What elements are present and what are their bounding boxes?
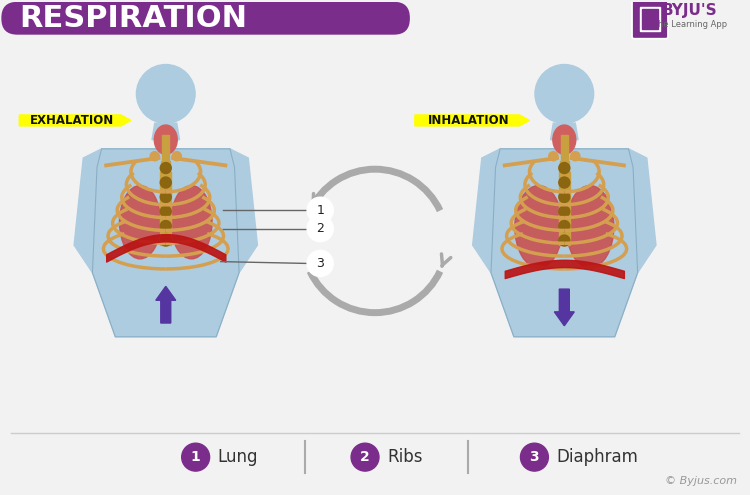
Polygon shape (230, 149, 257, 273)
Circle shape (559, 177, 570, 188)
Ellipse shape (553, 125, 576, 154)
Ellipse shape (119, 186, 160, 259)
Bar (161, 161, 170, 241)
Text: EXHALATION: EXHALATION (30, 114, 114, 127)
Text: INHALATION: INHALATION (428, 114, 510, 127)
FancyBboxPatch shape (2, 2, 410, 35)
Bar (559, 172, 570, 245)
Bar (560, 161, 569, 241)
Circle shape (571, 151, 580, 161)
Circle shape (351, 443, 379, 471)
Text: 1: 1 (316, 204, 324, 217)
Circle shape (136, 64, 195, 123)
Polygon shape (20, 115, 131, 126)
Circle shape (160, 206, 171, 217)
Bar (160, 172, 171, 245)
Circle shape (549, 151, 558, 161)
Circle shape (150, 151, 159, 161)
Circle shape (308, 250, 333, 276)
Text: Lung: Lung (217, 448, 258, 466)
FancyArrow shape (156, 287, 176, 323)
Polygon shape (472, 149, 500, 273)
Ellipse shape (514, 186, 562, 268)
Ellipse shape (171, 186, 212, 259)
Circle shape (559, 162, 570, 174)
Text: The Learning App: The Learning App (652, 20, 727, 29)
Polygon shape (491, 149, 638, 337)
Ellipse shape (566, 186, 614, 268)
Ellipse shape (154, 125, 177, 154)
Text: Ribs: Ribs (387, 448, 422, 466)
FancyArrow shape (554, 289, 574, 326)
Circle shape (172, 151, 182, 161)
Text: 3: 3 (530, 450, 539, 464)
Text: RESPIRATION: RESPIRATION (20, 4, 248, 33)
Circle shape (559, 221, 570, 232)
Text: 2: 2 (360, 450, 370, 464)
Text: © Byjus.com: © Byjus.com (664, 476, 736, 486)
Text: 1: 1 (190, 450, 200, 464)
Polygon shape (628, 149, 656, 273)
Circle shape (559, 206, 570, 217)
Bar (561, 135, 568, 172)
Circle shape (308, 198, 333, 223)
Text: 2: 2 (316, 222, 324, 235)
Text: Diaphram: Diaphram (556, 448, 638, 466)
Text: BYJU'S: BYJU'S (662, 3, 718, 18)
FancyBboxPatch shape (632, 0, 668, 39)
Bar (162, 135, 170, 172)
Circle shape (535, 64, 594, 123)
Circle shape (160, 235, 171, 246)
Bar (642, 9, 658, 29)
Circle shape (520, 443, 548, 471)
Circle shape (160, 177, 171, 188)
Circle shape (160, 192, 171, 202)
Bar (640, 7, 660, 31)
Circle shape (559, 235, 570, 246)
Text: 3: 3 (316, 257, 324, 270)
Circle shape (160, 162, 171, 174)
Circle shape (182, 443, 209, 471)
Polygon shape (550, 123, 578, 140)
Polygon shape (152, 123, 179, 140)
Polygon shape (92, 149, 239, 337)
Polygon shape (415, 115, 530, 126)
Circle shape (308, 216, 333, 242)
Polygon shape (74, 149, 101, 273)
Circle shape (559, 192, 570, 202)
Circle shape (160, 221, 171, 232)
